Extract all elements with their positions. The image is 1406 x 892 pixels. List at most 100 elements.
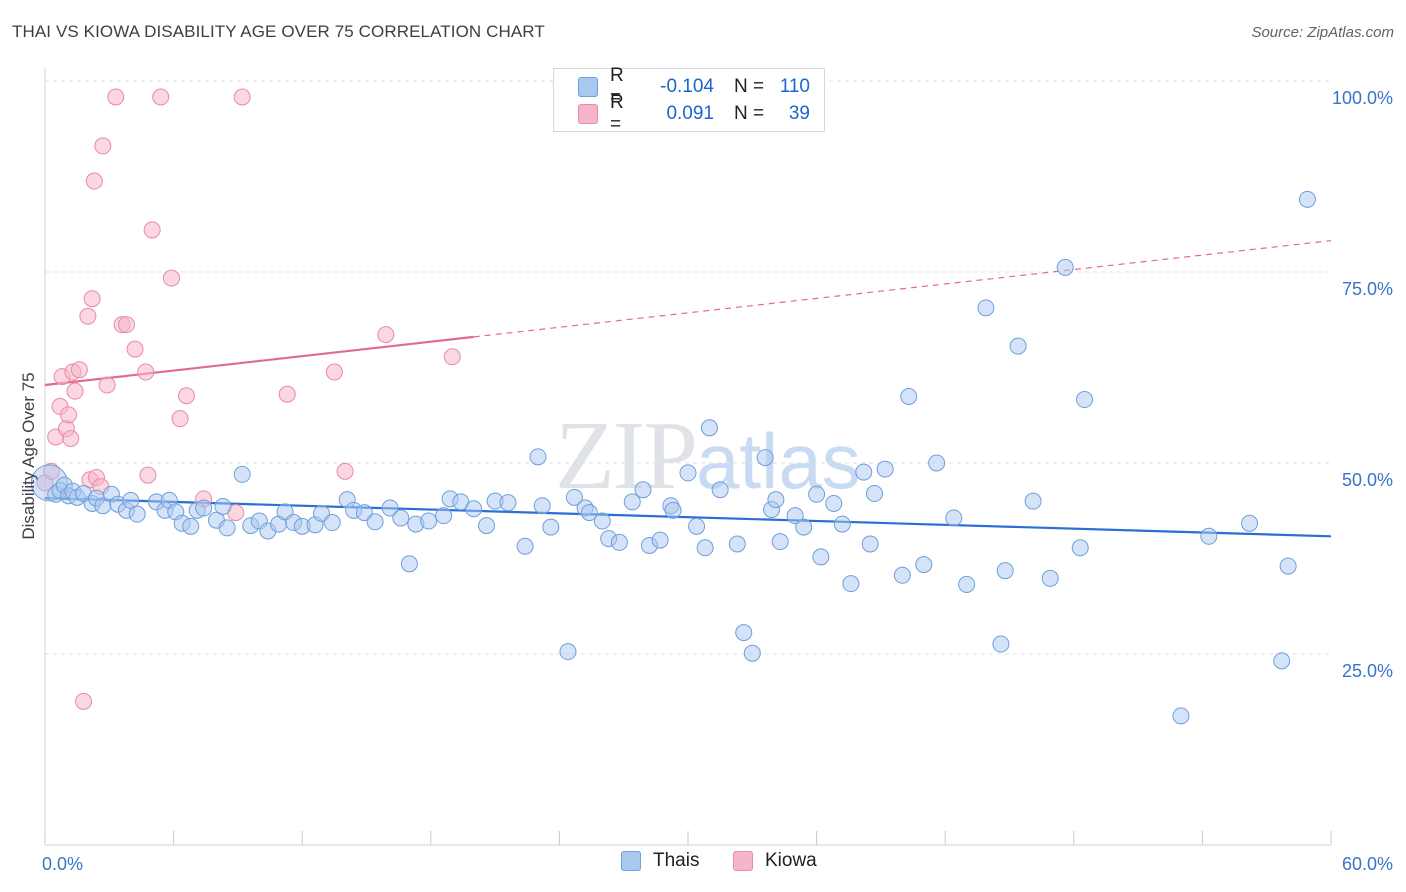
- thais-point: [400, 555, 418, 573]
- chart-title: THAI VS KIOWA DISABILITY AGE OVER 75 COR…: [12, 22, 545, 41]
- thais-point: [915, 556, 933, 574]
- thais-point: [323, 514, 341, 532]
- kiowa-point: [233, 88, 251, 106]
- thais-point: [122, 491, 140, 509]
- source-label: Source: ZipAtlas.com: [1251, 24, 1394, 41]
- thais-point: [728, 535, 746, 553]
- series-legend: Thais Kiowa: [0, 850, 1406, 878]
- thais-point: [664, 501, 682, 519]
- kiowa-trend-line: [44, 240, 1332, 387]
- thais-point: [977, 299, 995, 317]
- thais-point: [795, 518, 813, 536]
- kiowa-point: [137, 363, 155, 381]
- thais-point: [833, 515, 851, 533]
- thais-point: [1241, 514, 1259, 532]
- kiowa-trend-dashed: [473, 240, 1332, 338]
- stats-legend: R = -0.104 N = 110 R = 0.091 N = 39: [553, 65, 825, 135]
- kiowa-point: [171, 410, 189, 428]
- thais-point: [1009, 337, 1027, 355]
- kiowa-point: [94, 137, 112, 155]
- thais-point: [767, 491, 785, 509]
- legend-label-thais: Thais: [653, 850, 700, 871]
- thais-point: [786, 507, 804, 525]
- thais-point: [1071, 539, 1089, 557]
- axes: [44, 68, 1332, 846]
- kiowa-points: [36, 88, 461, 710]
- legend-item-kiowa: Kiowa: [733, 850, 817, 872]
- thais-point: [214, 498, 232, 516]
- kiowa-point: [325, 363, 343, 381]
- kiowa-point: [66, 382, 84, 400]
- thais-point: [218, 519, 236, 537]
- thais-point: [756, 449, 774, 467]
- kiowa-legend-swatch: [733, 851, 753, 871]
- thais-point: [529, 448, 547, 466]
- y-tick-label: 75.0%: [1342, 279, 1393, 299]
- thais-point: [808, 485, 826, 503]
- thais-point: [392, 509, 410, 527]
- grid-lines: [45, 80, 1331, 655]
- kiowa-point: [143, 221, 161, 239]
- thais-point: [478, 517, 496, 535]
- r-label: R =: [610, 65, 624, 108]
- thais-point: [696, 539, 714, 557]
- thais-point: [996, 562, 1014, 580]
- thais-point: [233, 465, 251, 483]
- kiowa-point: [79, 307, 97, 325]
- kiowa-point: [139, 466, 157, 484]
- kiowa-point: [443, 348, 461, 366]
- thais-point: [842, 575, 860, 593]
- thais-point: [743, 644, 761, 662]
- thais-point: [865, 485, 883, 503]
- kiowa-point: [278, 385, 296, 403]
- kiowa-point: [152, 88, 170, 106]
- y-tick-label: 100.0%: [1332, 88, 1393, 108]
- thais-point: [1056, 258, 1074, 276]
- thais-point: [623, 493, 641, 511]
- thais-point: [634, 481, 652, 499]
- legend-label-kiowa: Kiowa: [765, 850, 817, 871]
- stats-row-kiowa: R = 0.091 N = 39: [554, 92, 810, 135]
- kiowa-point: [83, 290, 101, 308]
- n-value: 39: [788, 103, 810, 124]
- thais-point: [1273, 652, 1291, 670]
- thais-point: [559, 643, 577, 661]
- thais-trend-line: [44, 497, 1332, 538]
- thais-point: [610, 533, 628, 551]
- thais-point: [366, 513, 384, 531]
- thais-point: [182, 517, 200, 535]
- thais-swatch: [578, 77, 598, 97]
- thais-point: [435, 507, 453, 525]
- kiowa-swatch: [578, 104, 598, 124]
- n-label: N =: [734, 103, 765, 124]
- kiowa-point: [117, 316, 135, 334]
- legend-item-thais: Thais: [621, 850, 699, 872]
- kiowa-point: [162, 269, 180, 287]
- thais-point: [1200, 527, 1218, 545]
- thais-point: [1279, 557, 1297, 575]
- x-tick-label: 0.0%: [42, 854, 83, 874]
- thais-point: [825, 494, 843, 512]
- kiowa-point: [75, 692, 93, 710]
- thais-point: [499, 494, 517, 512]
- thais-point: [420, 512, 438, 530]
- thais-point: [593, 512, 611, 530]
- thais-point: [958, 575, 976, 593]
- kiowa-point: [62, 430, 80, 448]
- stats-row-thais: R = -0.104 N = 110: [554, 65, 810, 108]
- thais-points: [30, 190, 1316, 725]
- r-label: R =: [610, 92, 624, 135]
- thais-point: [651, 531, 669, 549]
- y-axis-label: Disability Age Over 75: [19, 372, 38, 539]
- thais-point: [876, 460, 894, 478]
- thais-point: [855, 463, 873, 481]
- r-value: 0.091: [666, 103, 714, 124]
- thais-point: [381, 499, 399, 517]
- thais-point: [465, 500, 483, 518]
- kiowa-point: [85, 172, 103, 190]
- thais-point: [688, 517, 706, 535]
- kiowa-point: [98, 376, 116, 394]
- thais-point: [1041, 569, 1059, 587]
- tick-labels: 100.0% 75.0% 50.0% 25.0% 0.0% 60.0%: [42, 88, 1393, 874]
